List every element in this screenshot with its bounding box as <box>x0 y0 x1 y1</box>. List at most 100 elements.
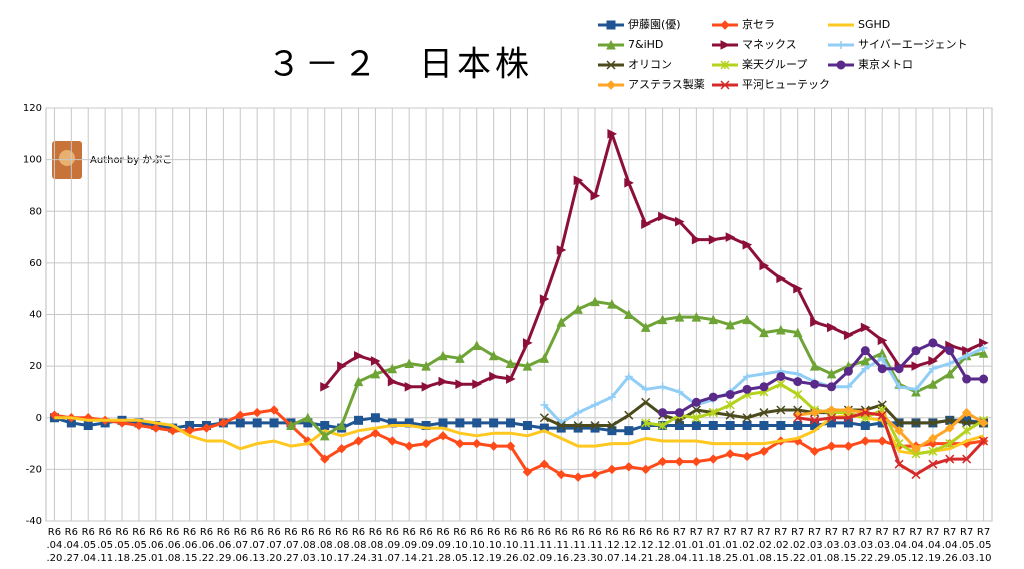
marker <box>725 319 735 330</box>
marker <box>793 413 803 423</box>
x-tick-label: R6.08.31 <box>367 527 383 564</box>
marker <box>573 420 583 431</box>
x-tick-label: R6.10.19 <box>486 527 502 564</box>
marker <box>708 314 719 325</box>
marker <box>776 324 786 335</box>
marker <box>387 376 398 387</box>
x-tick-label: R7.03.29 <box>874 527 890 564</box>
marker <box>962 418 972 428</box>
marker <box>894 418 904 428</box>
marker <box>759 382 769 392</box>
marker <box>793 377 803 387</box>
marker <box>387 363 398 374</box>
marker <box>641 397 651 407</box>
marker <box>911 361 922 371</box>
marker <box>658 211 668 222</box>
y-tick-label: 100 <box>23 155 42 166</box>
marker <box>725 390 735 400</box>
marker <box>674 408 684 418</box>
marker <box>607 464 617 475</box>
marker <box>860 408 870 418</box>
marker <box>827 382 837 392</box>
marker <box>320 420 330 430</box>
marker <box>978 418 989 428</box>
marker <box>691 413 701 423</box>
marker <box>826 405 837 415</box>
marker <box>691 234 702 245</box>
y-tick-label: -20 <box>26 464 42 475</box>
marker <box>928 338 938 348</box>
marker <box>269 405 279 415</box>
x-tick-label: R7.01.18 <box>705 527 721 564</box>
marker <box>928 364 937 373</box>
legend-label: 東京メトロ <box>858 57 913 71</box>
marker <box>743 372 752 381</box>
x-tick-label: R6.09.28 <box>435 527 451 564</box>
legend-label: マネックス <box>742 38 797 51</box>
legend-marker <box>606 60 616 70</box>
x-tick-label: R7.01.25 <box>722 527 738 564</box>
series-line <box>323 132 985 389</box>
x-tick-label: R6.04.20 <box>46 527 62 564</box>
marker <box>928 356 938 366</box>
marker <box>539 413 549 423</box>
legend-label: 楽天グループ <box>742 57 807 71</box>
marker <box>235 418 245 428</box>
x-tick-label: R6.07.13 <box>249 527 265 564</box>
marker <box>539 353 550 363</box>
marker <box>894 425 904 436</box>
marker <box>641 219 651 229</box>
marker <box>776 273 786 284</box>
marker <box>624 178 634 188</box>
marker <box>742 239 753 250</box>
marker <box>235 410 245 420</box>
marker <box>776 371 786 381</box>
marker <box>590 296 600 307</box>
marker <box>877 410 887 420</box>
marker <box>607 420 617 431</box>
marker <box>826 368 837 379</box>
x-tick-label: R6.08.24 <box>351 527 367 564</box>
x-tick-label: R6.06.01 <box>148 527 164 564</box>
marker <box>843 330 854 340</box>
y-tick-label: 120 <box>23 103 42 114</box>
x-tick-label: R7.03.01 <box>807 527 823 564</box>
marker <box>83 420 93 430</box>
marker <box>370 356 381 366</box>
marker <box>539 459 550 469</box>
legend-label: サイバーエージェント <box>858 38 968 51</box>
marker <box>590 420 600 431</box>
x-tick-label: R6.08.17 <box>334 527 350 564</box>
legend-label: 7&iHD <box>628 38 663 51</box>
x-tick-label: R7.03.08 <box>824 527 840 564</box>
marker <box>640 464 651 475</box>
marker <box>675 387 684 396</box>
marker <box>759 260 770 271</box>
marker <box>877 436 887 446</box>
marker <box>505 441 516 451</box>
marker <box>776 379 786 389</box>
legend-marker <box>836 60 846 70</box>
marker <box>539 294 550 304</box>
marker <box>455 353 465 363</box>
x-tick-label: R6.09.21 <box>418 527 434 564</box>
marker <box>556 245 567 255</box>
marker <box>607 299 617 309</box>
legend-marker <box>720 40 731 50</box>
x-tick-label: R6.05.18 <box>114 527 130 564</box>
y-tick-label: 20 <box>29 361 42 372</box>
x-tick-label: R6.07.06 <box>232 527 248 564</box>
x-tick-label: R7.04.12 <box>908 527 924 564</box>
marker <box>556 420 566 431</box>
marker <box>894 439 904 449</box>
marker <box>455 418 465 428</box>
marker <box>404 441 414 451</box>
y-tick-label: 0 <box>36 413 42 424</box>
marker <box>472 438 482 449</box>
marker <box>438 418 448 428</box>
marker <box>151 423 161 433</box>
x-tick-label: R7.02.01 <box>739 527 755 564</box>
marker <box>809 361 820 371</box>
marker <box>641 418 651 428</box>
